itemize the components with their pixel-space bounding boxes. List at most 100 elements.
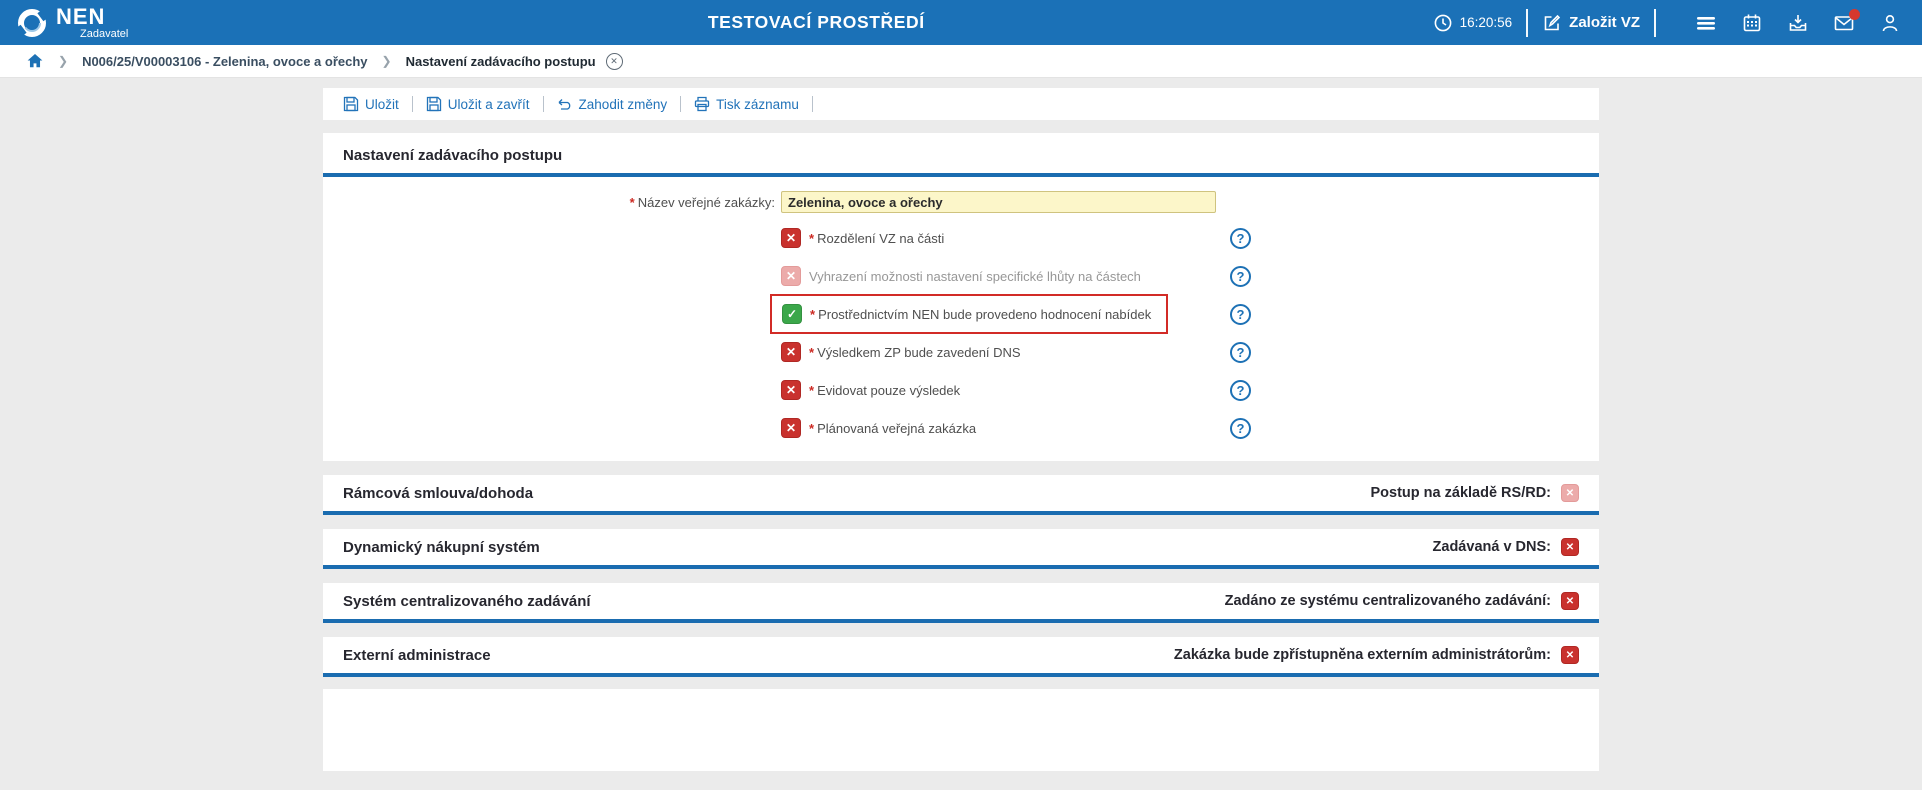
brand-role: Zadavatel bbox=[80, 27, 129, 40]
brand-name: NEN bbox=[56, 3, 106, 29]
chevron-right-icon: ❯ bbox=[381, 54, 392, 68]
checkbox-row-dns-vysledek: *Výsledkem ZP bude zavedení DNS bbox=[781, 333, 1599, 371]
close-circle-icon[interactable] bbox=[605, 52, 623, 70]
brand-text: NEN Zadavatel bbox=[56, 3, 129, 40]
mail-icon bbox=[1834, 15, 1854, 30]
inbox-download-icon bbox=[1789, 14, 1807, 31]
save-close-button[interactable]: Uložit a zavřít bbox=[426, 96, 530, 112]
checkbox-unchecked-icon[interactable] bbox=[781, 342, 801, 362]
checkbox-disabled-icon bbox=[781, 266, 801, 286]
checkbox-unchecked-icon[interactable] bbox=[781, 228, 801, 248]
section-title: Dynamický nákupní systém bbox=[343, 538, 540, 556]
save-button[interactable]: Uložit bbox=[343, 96, 399, 112]
save-close-label: Uložit a zavřít bbox=[447, 96, 530, 112]
calendar-icon bbox=[1743, 14, 1761, 31]
checkbox-form-row: *Plánovaná veřejná zakázka bbox=[323, 409, 1599, 447]
inbox-download-button[interactable] bbox=[1788, 13, 1808, 33]
checkbox-unchecked-icon[interactable] bbox=[1561, 592, 1579, 610]
checkbox-row-evidovat: *Evidovat pouze výsledek bbox=[781, 371, 1599, 409]
section-title: Externí administrace bbox=[343, 646, 491, 664]
checkbox-checked-icon[interactable] bbox=[782, 304, 802, 324]
toolbar-separator bbox=[680, 96, 682, 112]
required-marker: * bbox=[809, 230, 815, 246]
user-button[interactable] bbox=[1880, 13, 1900, 33]
checkbox-unchecked-icon[interactable] bbox=[781, 418, 801, 438]
hamburger-menu-icon bbox=[1697, 16, 1715, 30]
create-vz-button[interactable]: Založit VZ bbox=[1542, 13, 1640, 33]
checkbox-label: * Evidovat pouze výsledek bbox=[809, 382, 961, 398]
toolbar-separator bbox=[411, 96, 413, 112]
help-icon[interactable] bbox=[1230, 227, 1251, 249]
section-centralizovane-zadavani: Systém centralizovaného zadávání Zadáno … bbox=[323, 583, 1599, 623]
home-icon[interactable] bbox=[26, 52, 44, 70]
checkbox-label: * Výsledkem ZP bude zavedení DNS bbox=[809, 344, 1021, 360]
section-title: Rámcová smlouva/dohoda bbox=[343, 484, 534, 502]
settings-section-title: Nastavení zadávacího postupu bbox=[323, 133, 1599, 177]
section-dynamicky-nakupni-system: Dynamický nákupní systém Zadávaná v DNS: bbox=[323, 529, 1599, 569]
breadcrumb: ❯ N006/25/V00003106 - Zelenina, ovoce a … bbox=[0, 45, 1922, 78]
print-record-button[interactable]: Tisk záznamu bbox=[694, 96, 799, 112]
checkbox-row-hodnoceni-nen: *Prostřednictvím NEN bude provedeno hodn… bbox=[770, 294, 1599, 334]
current-time: 16:20:56 bbox=[1459, 15, 1513, 30]
breadcrumb-item-vz[interactable]: N006/25/V00003106 - Zelenina, ovoce a oř… bbox=[82, 53, 368, 69]
checkbox-row-planovana: *Plánovaná veřejná zakázka bbox=[781, 409, 1599, 447]
section-externi-administrace: Externí administrace Zakázka bude zpříst… bbox=[323, 637, 1599, 677]
topbar-separator bbox=[1526, 8, 1529, 37]
help-icon[interactable] bbox=[1230, 379, 1251, 401]
checkbox-form-row: *Evidovat pouze výsledek bbox=[323, 371, 1599, 409]
topbar-separator bbox=[1654, 8, 1656, 37]
undo-icon bbox=[558, 99, 570, 110]
checkbox-form-row: *Výsledkem ZP bude zavedení DNS bbox=[323, 333, 1599, 371]
discard-changes-label: Zahodit změny bbox=[578, 96, 668, 112]
nen-swirl-logo bbox=[17, 8, 47, 37]
nen-logo[interactable]: NEN Zadavatel bbox=[0, 3, 200, 40]
save-icon bbox=[426, 96, 441, 112]
calendar-button[interactable] bbox=[1742, 13, 1762, 33]
required-marker: * bbox=[809, 382, 815, 398]
chevron-right-icon: ❯ bbox=[58, 54, 69, 68]
toolbar-separator bbox=[811, 96, 813, 112]
checkbox-unchecked-icon[interactable] bbox=[1561, 646, 1579, 664]
help-icon[interactable] bbox=[1230, 303, 1251, 325]
checkbox-label: * Prostřednictvím NEN bude provedeno hodn… bbox=[810, 306, 1152, 322]
highlight-box: *Prostřednictvím NEN bude provedeno hodn… bbox=[770, 294, 1168, 334]
checkbox-unchecked-icon[interactable] bbox=[781, 380, 801, 400]
section-field-label: Zadáno ze systému centralizovaného zadáv… bbox=[1224, 593, 1551, 609]
name-field-label-text: Název veřejné zakázky: bbox=[637, 194, 775, 210]
clock-icon bbox=[1434, 14, 1451, 31]
name-field-row: * Název veřejné zakázky: bbox=[323, 189, 1599, 215]
save-label: Uložit bbox=[365, 96, 399, 112]
save-icon bbox=[343, 96, 359, 112]
section-title: Systém centralizovaného zadávání bbox=[343, 592, 591, 610]
checkbox-label: *Vyhrazení možnosti nastavení specifické… bbox=[809, 268, 1141, 284]
create-vz-label: Založit VZ bbox=[1569, 14, 1640, 31]
section-field-label: Zakázka bude zpřístupněna externím admin… bbox=[1173, 647, 1551, 663]
required-marker: * bbox=[809, 344, 815, 360]
section-field-label: Zadávaná v DNS: bbox=[1432, 539, 1551, 555]
checkbox-form-row: *Prostřednictvím NEN bude provedeno hodn… bbox=[323, 294, 1599, 334]
top-right-controls: 16:20:56 Založit VZ bbox=[1433, 8, 1922, 37]
hamburger-menu-button[interactable] bbox=[1696, 13, 1716, 33]
edit-square-icon bbox=[1544, 14, 1561, 30]
checkbox-disabled-icon bbox=[1561, 484, 1579, 502]
checkbox-label: * Plánovaná veřejná zakázka bbox=[809, 420, 977, 436]
empty-content-card bbox=[323, 689, 1599, 771]
vz-name-input[interactable] bbox=[781, 191, 1216, 213]
checkbox-unchecked-icon[interactable] bbox=[1561, 538, 1579, 556]
top-bar: NEN Zadavatel TESTOVACÍ PROSTŘEDÍ 16:20:… bbox=[0, 0, 1922, 45]
help-icon[interactable] bbox=[1230, 265, 1251, 287]
checkbox-label: * Rozdělení VZ na části bbox=[809, 230, 945, 246]
notification-dot bbox=[1849, 8, 1860, 20]
settings-card: Nastavení zadávacího postupu * Název veře… bbox=[323, 133, 1599, 461]
checkbox-row-rozdeleni: *Rozdělení VZ na části bbox=[781, 219, 1599, 257]
mail-button[interactable] bbox=[1834, 8, 1860, 33]
breadcrumb-item-current[interactable]: Nastavení zadávacího postupu bbox=[405, 53, 596, 69]
section-ramcova-smlouva: Rámcová smlouva/dohoda Postup na základě… bbox=[323, 475, 1599, 515]
required-marker: * bbox=[809, 420, 815, 436]
discard-changes-button[interactable]: Zahodit změny bbox=[557, 96, 668, 112]
checkbox-form-row: *Rozdělení VZ na části bbox=[323, 219, 1599, 257]
user-icon bbox=[1882, 14, 1898, 31]
help-icon[interactable] bbox=[1230, 417, 1251, 439]
help-icon[interactable] bbox=[1230, 341, 1251, 363]
environment-title: TESTOVACÍ PROSTŘEDÍ bbox=[707, 12, 925, 32]
